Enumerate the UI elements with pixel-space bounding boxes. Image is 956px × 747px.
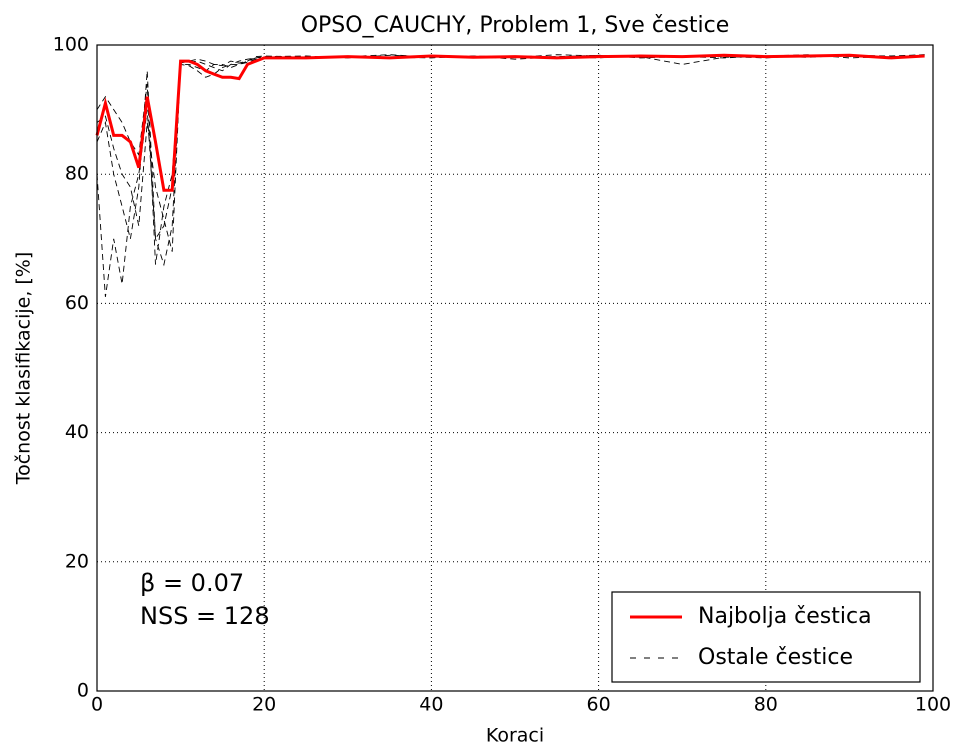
x-axis-label: Koraci [486, 725, 544, 747]
x-tick-label: 20 [252, 694, 276, 716]
plot-area [97, 45, 933, 691]
best-line [95, 53, 925, 192]
y-tick-label: 60 [65, 292, 89, 314]
legend-label: Ostale čestice [698, 645, 853, 670]
y-tick-label: 40 [65, 421, 89, 443]
y-tick-label: 80 [65, 163, 89, 185]
y-axis-label: Točnost klasifikacije, [%] [13, 252, 35, 486]
x-tick-label: 60 [587, 694, 611, 716]
x-tick-label: 100 [915, 694, 951, 716]
annotation: NSS = 128 [140, 602, 270, 630]
legend-label: Najbolja čestica [698, 604, 872, 629]
x-tick-label: 80 [754, 694, 778, 716]
particle-line [96, 54, 925, 252]
y-tick-label: 20 [65, 550, 89, 572]
plot-frame [96, 44, 934, 692]
chart-title: OPSO_CAUCHY, Problem 1, Sve čestice [301, 13, 730, 38]
particle-line [96, 54, 925, 265]
x-tick-label: 0 [91, 694, 103, 716]
x-tick-label: 40 [419, 694, 443, 716]
y-tick-label: 0 [77, 680, 89, 702]
annotation: β = 0.07 [140, 569, 244, 597]
legend-box [611, 591, 921, 683]
y-tick-label: 100 [53, 34, 89, 56]
